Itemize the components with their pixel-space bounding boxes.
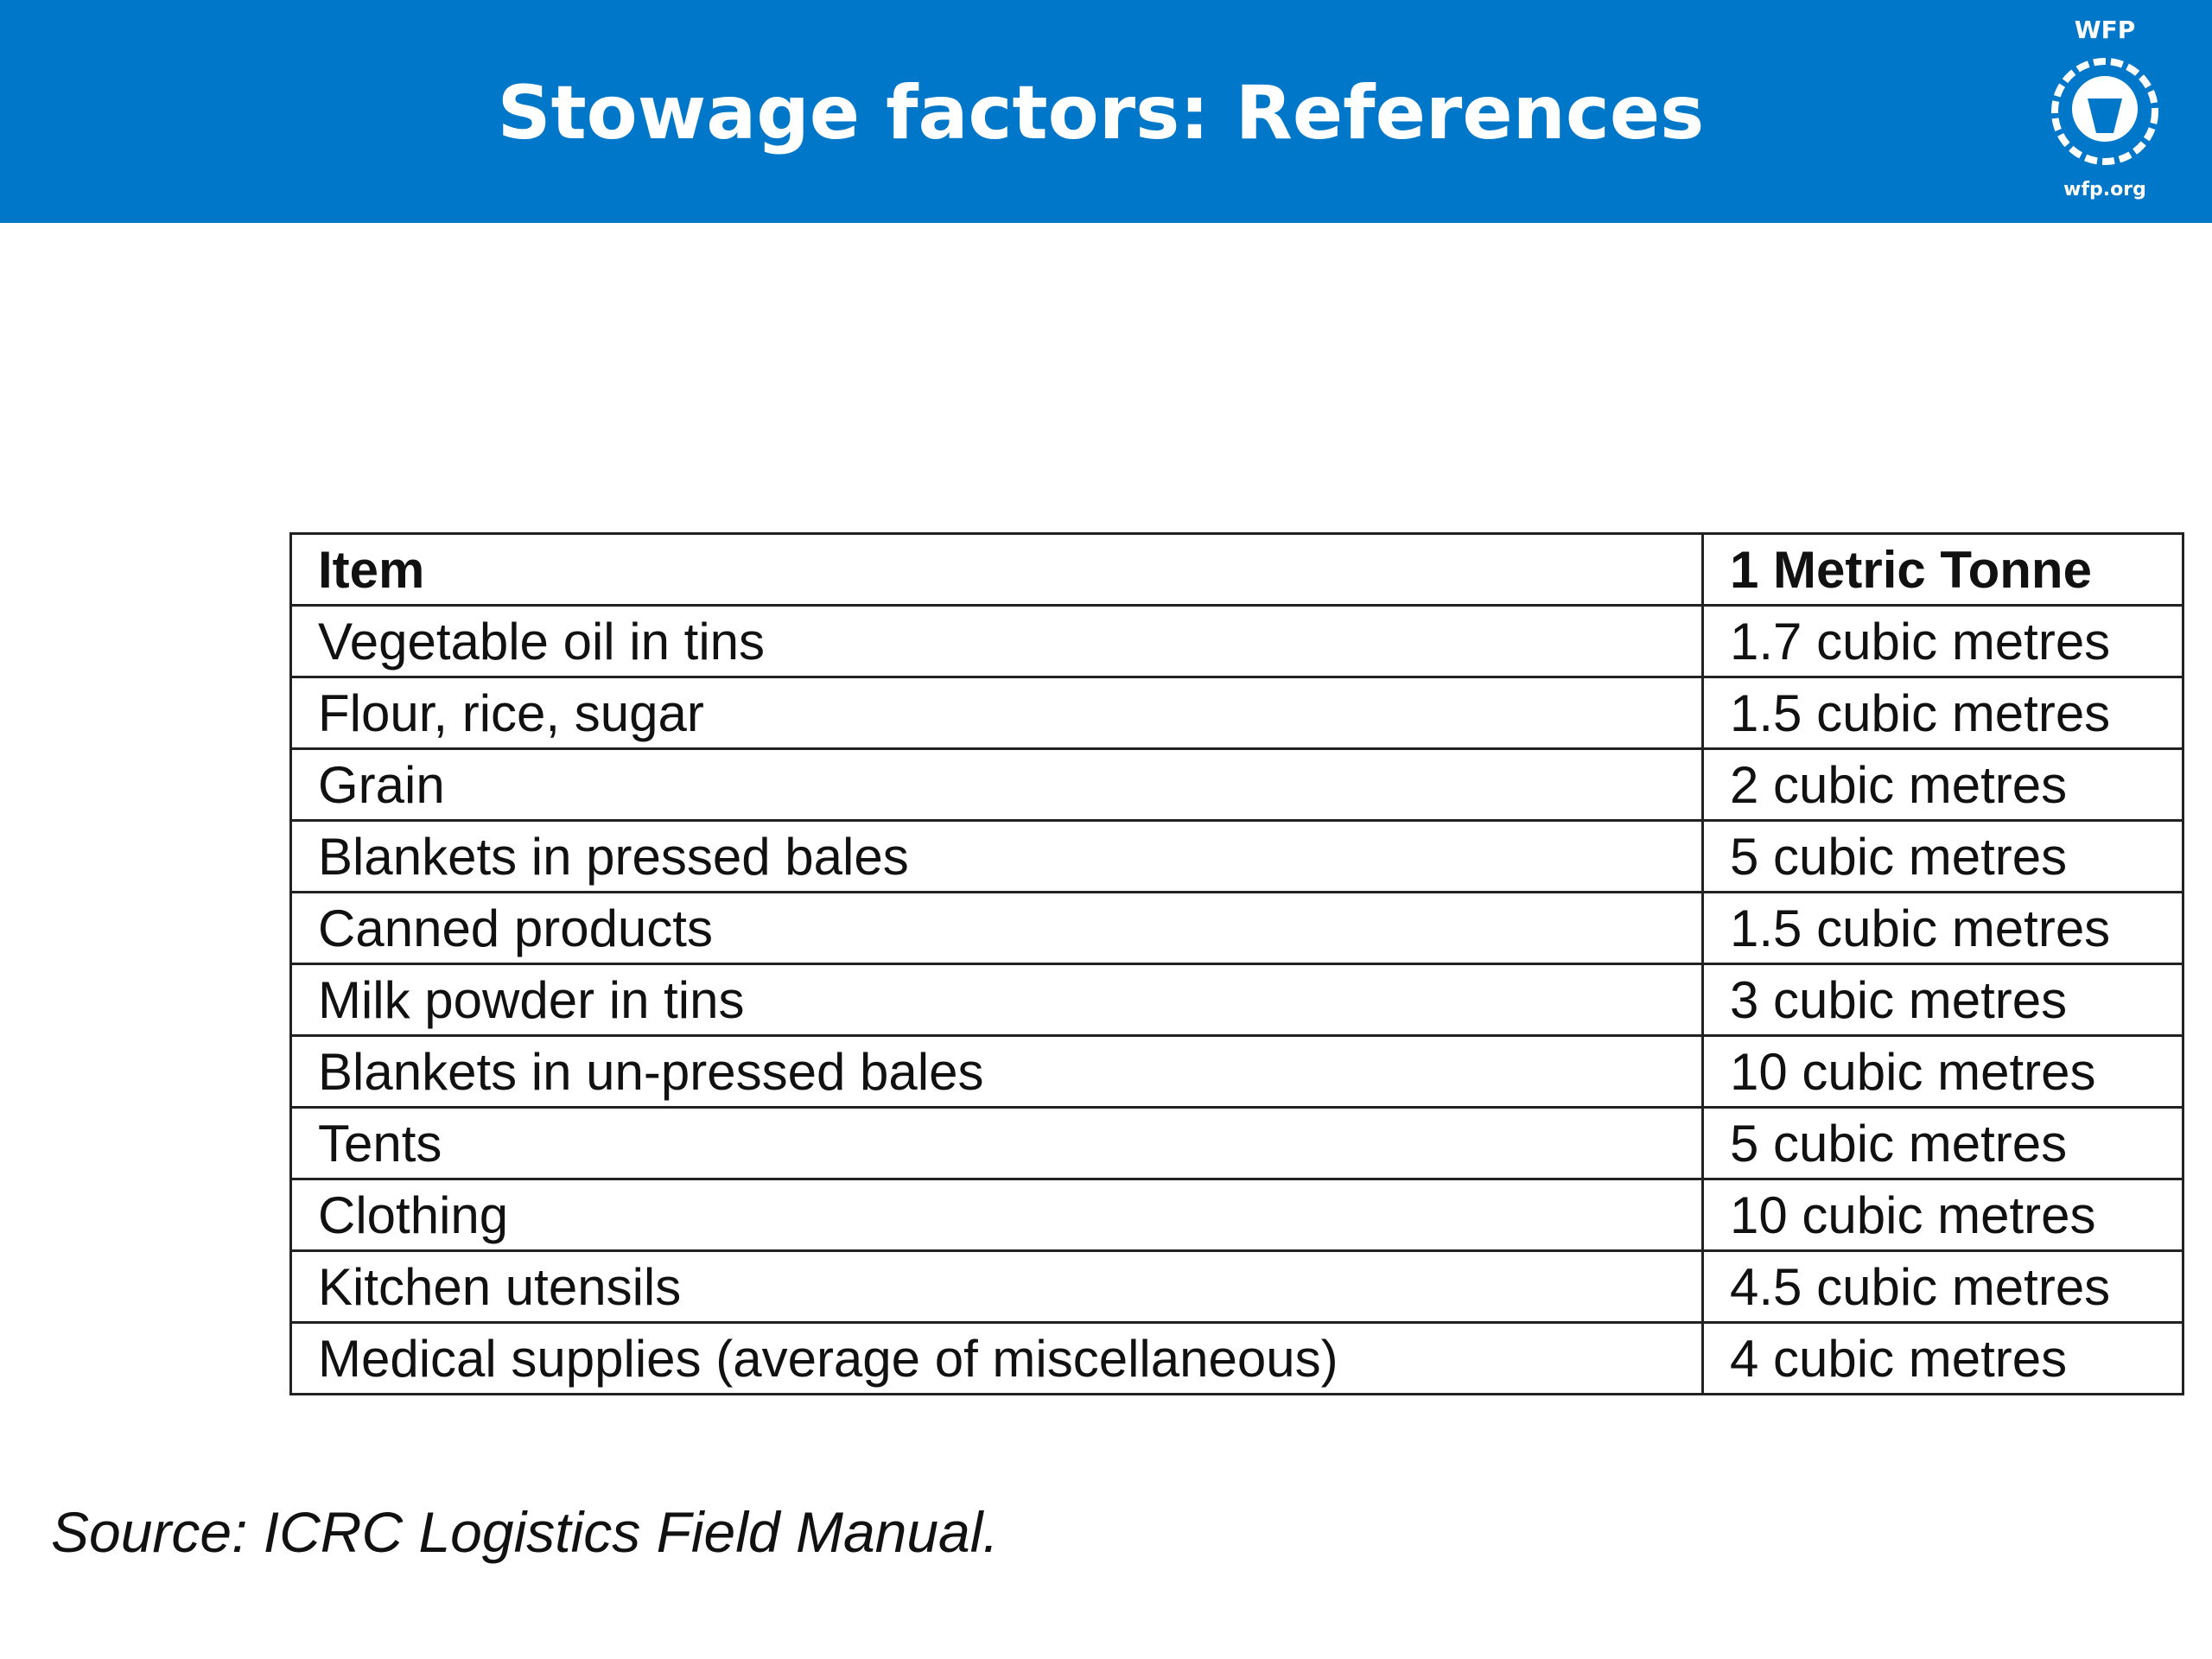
slide-title: Stowage factors: References — [497, 70, 1705, 156]
column-header: 1 Metric Tonne — [1701, 532, 2184, 607]
item-cell: Milk powder in tins — [289, 963, 1704, 1037]
item-cell: Grain — [289, 747, 1704, 822]
logo-text: WFP — [2075, 16, 2136, 44]
item-cell: Flour, rice, sugar — [289, 676, 1704, 750]
table-row: Clothing 10 cubic metres — [289, 1178, 2184, 1252]
item-cell: Clothing — [289, 1178, 1704, 1252]
source-note: Source: ICRC Logistics Field Manual. — [51, 1500, 999, 1564]
item-cell: Canned products — [289, 891, 1704, 965]
header-bar — [0, 0, 2212, 223]
item-cell: Kitchen utensils — [289, 1249, 1704, 1324]
logo-bowl — [2088, 99, 2122, 133]
volume-cell: 10 cubic metres — [1701, 1178, 2184, 1252]
volume-cell: 10 cubic metres — [1701, 1034, 2184, 1109]
column-header: Item — [289, 532, 1704, 607]
header-row: Item 1 Metric Tonne — [289, 532, 2184, 607]
item-cell: Blankets in un-pressed bales — [289, 1034, 1704, 1109]
volume-cell: 1.5 cubic metres — [1701, 676, 2184, 750]
volume-cell: 2 cubic metres — [1701, 747, 2184, 822]
item-cell: Vegetable oil in tins — [289, 604, 1704, 678]
table-row: Flour, rice, sugar 1.5 cubic metres — [289, 676, 2184, 750]
table-row: Blankets in pressed bales 5 cubic metres — [289, 819, 2184, 893]
table-row: Blankets in un-pressed bales 10 cubic met… — [289, 1034, 2184, 1109]
volume-cell: 4.5 cubic metres — [1701, 1249, 2184, 1324]
wfp-logo: WFP wfp.org — [2051, 16, 2158, 200]
stowage-table: Item 1 Metric Tonne Vegetable oil in tins 1… — [289, 532, 2184, 1395]
volume-cell: 4 cubic metres — [1701, 1321, 2184, 1395]
table-row: Grain 2 cubic metres — [289, 747, 2184, 822]
table-row: Kitchen utensils 4.5 cubic metres — [289, 1249, 2184, 1324]
volume-cell: 1.5 cubic metres — [1701, 891, 2184, 965]
table-row: Tents 5 cubic metres — [289, 1106, 2184, 1180]
table-row: Canned products 1.5 cubic metres — [289, 891, 2184, 965]
volume-cell: 3 cubic metres — [1701, 963, 2184, 1037]
table-row: Vegetable oil in tins 1.7 cubic metres — [289, 604, 2184, 678]
item-cell: Tents — [289, 1106, 1704, 1180]
logo-url: wfp.org — [2063, 179, 2146, 200]
volume-cell: 1.7 cubic metres — [1701, 604, 2184, 678]
table-row: Milk powder in tins 3 cubic metres — [289, 963, 2184, 1037]
item-cell: Blankets in pressed bales — [289, 819, 1704, 893]
table-row: Medical supplies (average of miscellaneo… — [289, 1321, 2184, 1395]
volume-cell: 5 cubic metres — [1701, 819, 2184, 893]
volume-cell: 5 cubic metres — [1701, 1106, 2184, 1180]
logo-wreath — [2051, 58, 2158, 165]
item-cell: Medical supplies (average of miscellaneo… — [289, 1321, 1704, 1395]
